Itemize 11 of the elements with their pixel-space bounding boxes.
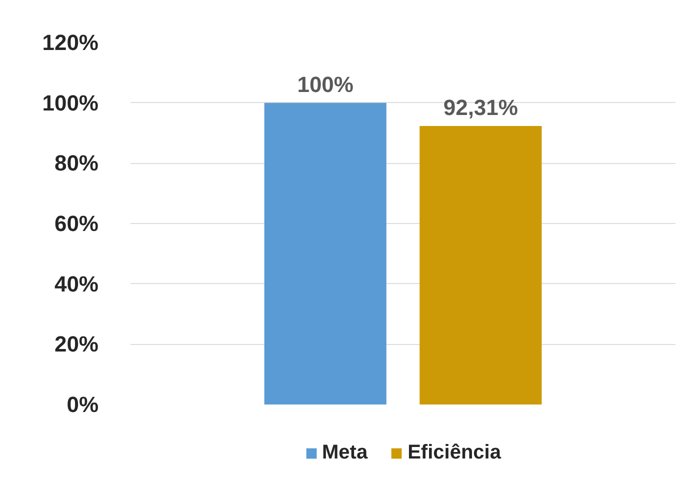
y-tick-label: 100% bbox=[42, 90, 99, 116]
y-tick-label: 120% bbox=[42, 30, 99, 55]
y-tick-label: 40% bbox=[54, 271, 99, 296]
y-tick-label: 20% bbox=[54, 332, 99, 357]
legend-label: Meta bbox=[322, 442, 368, 464]
y-tick-label: 60% bbox=[54, 211, 99, 236]
y-tick-label: 80% bbox=[54, 150, 99, 176]
data-label: 100% bbox=[297, 72, 354, 97]
data-label: 92,31% bbox=[443, 95, 518, 120]
legend-label: Eficiência bbox=[408, 442, 501, 464]
y-tick-label: 0% bbox=[66, 392, 98, 417]
